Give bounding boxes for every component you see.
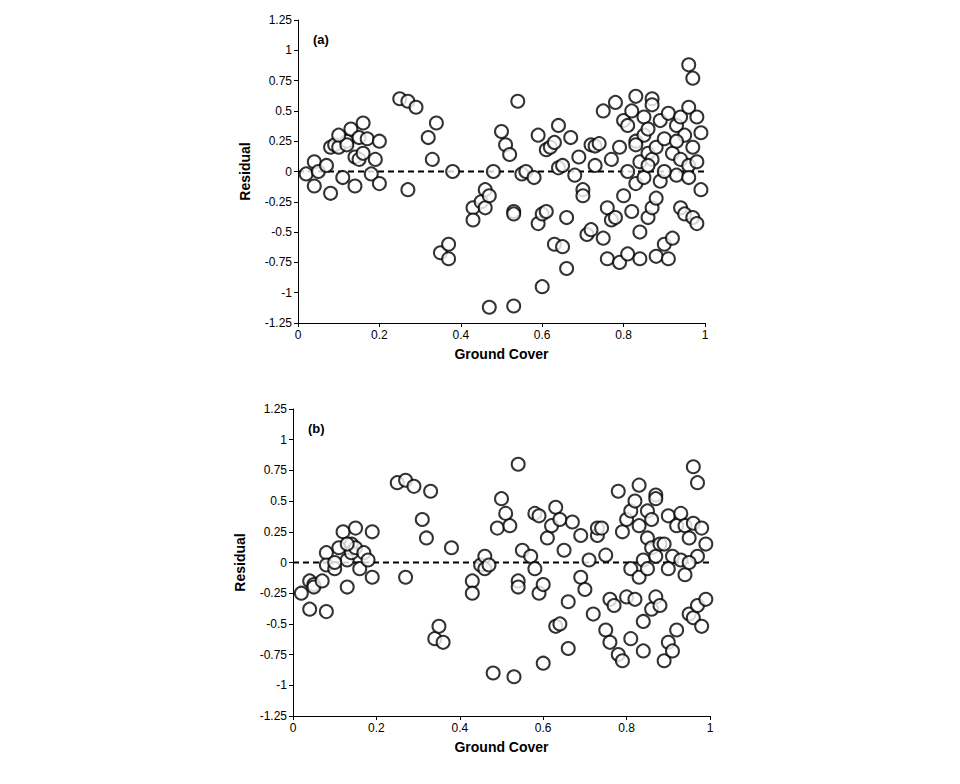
svg-text:0.6: 0.6 [535, 721, 552, 735]
svg-text:0.4: 0.4 [451, 721, 468, 735]
svg-text:1: 1 [707, 721, 714, 735]
svg-text:0.5: 0.5 [275, 104, 292, 118]
svg-text:0.8: 0.8 [618, 721, 635, 735]
svg-text:0.2: 0.2 [368, 721, 385, 735]
svg-text:-0.75: -0.75 [265, 255, 293, 269]
svg-text:0.25: 0.25 [264, 525, 288, 539]
svg-text:Residual: Residual [237, 142, 253, 200]
svg-text:-0.25: -0.25 [260, 586, 288, 600]
svg-text:0.25: 0.25 [269, 134, 293, 148]
svg-text:-1.25: -1.25 [265, 316, 293, 330]
svg-text:1.25: 1.25 [264, 402, 288, 416]
svg-text:-0.75: -0.75 [260, 648, 288, 662]
svg-text:-1: -1 [276, 678, 287, 692]
svg-text:1: 1 [702, 328, 709, 342]
svg-text:0.5: 0.5 [270, 494, 287, 508]
svg-text:0.8: 0.8 [615, 328, 632, 342]
svg-text:(b): (b) [308, 421, 325, 436]
svg-text:Ground Cover: Ground Cover [454, 739, 549, 755]
svg-text:0: 0 [295, 328, 302, 342]
svg-text:Ground Cover: Ground Cover [454, 346, 549, 362]
svg-text:0.4: 0.4 [452, 328, 469, 342]
svg-text:0.2: 0.2 [371, 328, 388, 342]
svg-text:0.75: 0.75 [264, 463, 288, 477]
svg-text:-0.5: -0.5 [271, 225, 292, 239]
svg-text:-0.25: -0.25 [265, 195, 293, 209]
svg-text:0: 0 [280, 556, 287, 570]
svg-text:-1: -1 [281, 286, 292, 300]
svg-text:-0.5: -0.5 [266, 617, 287, 631]
svg-text:1: 1 [285, 43, 292, 57]
svg-text:1: 1 [280, 433, 287, 447]
svg-text:0: 0 [290, 721, 297, 735]
svg-text:0.75: 0.75 [269, 74, 293, 88]
svg-text:0: 0 [285, 165, 292, 179]
svg-text:0.6: 0.6 [534, 328, 551, 342]
svg-text:-1.25: -1.25 [260, 709, 288, 723]
svg-text:(a): (a) [313, 32, 329, 47]
svg-text:1.25: 1.25 [269, 13, 293, 27]
svg-text:Residual: Residual [232, 533, 248, 591]
